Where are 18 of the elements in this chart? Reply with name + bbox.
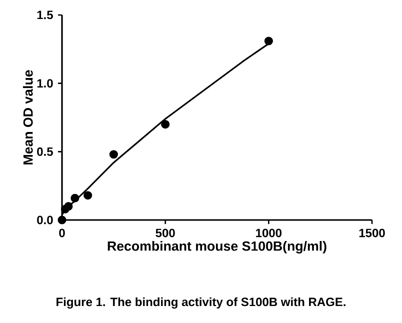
point	[70, 194, 80, 202]
y-axis-title: Mean OD value	[23, 70, 33, 164]
point	[84, 191, 92, 200]
point	[264, 36, 273, 46]
x-tick-label: 1000	[256, 228, 282, 238]
caption: Figure 1. The binding activity of S100B with RAGE.	[56, 297, 346, 309]
point	[64, 202, 73, 211]
point	[161, 120, 170, 129]
y-tick-label: 0.0	[37, 216, 53, 224]
point	[58, 216, 66, 224]
x-tick-label: 0	[59, 228, 65, 238]
x-tick-label: 500	[156, 228, 175, 238]
y-tick-label: 1.0	[37, 79, 53, 88]
x-tick-label: 1500	[359, 228, 385, 238]
x-axis-title: Recombinant mouse S100B(ng/ml)	[108, 241, 326, 254]
y-tick-label: 1.5	[37, 10, 53, 20]
point	[109, 150, 118, 159]
y-tick-label: 0.5	[37, 147, 53, 156]
